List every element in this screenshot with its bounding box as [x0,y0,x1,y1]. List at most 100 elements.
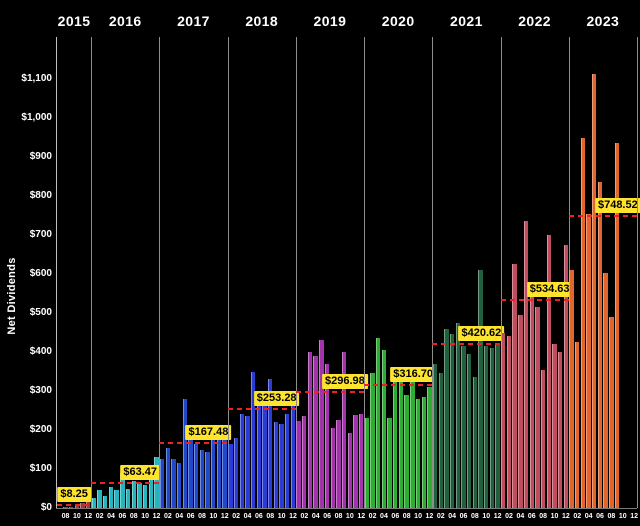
avg-line-2022 [500,298,569,301]
x-tick-label: 04 [243,513,252,520]
year-region-2022: $534.63 [500,37,573,508]
y-tick-label: $1,100 [21,73,52,84]
bar-2021-08 [472,377,478,508]
bar-2022-04 [518,314,523,508]
avg-line-2019 [295,391,365,394]
avg-value-label-2023: $748.52 [594,198,640,214]
bar-2019-11 [353,415,358,508]
bar-2023-07 [603,273,608,508]
year-divider [227,37,229,508]
y-axis-line [56,37,57,509]
bar-2016-11 [148,470,153,508]
x-tick-label: 06 [391,513,400,520]
bar-2019-09 [341,352,347,508]
year-divider [295,37,297,508]
bar-2020-06 [393,375,398,508]
bar-2017-03 [171,459,176,508]
bar-2023-06 [597,182,603,508]
x-tick-label: 02 [436,513,445,520]
x-tick-label: 08 [129,513,138,520]
bar-2020-10 [415,398,421,508]
bar-2022-07 [535,307,540,508]
x-tick-label: 10 [618,513,627,520]
bar-2017-01 [159,459,165,508]
bar-2017-05 [182,398,188,508]
x-tick-label: 04 [448,513,457,520]
x-tick-label: 12 [630,513,639,520]
bar-2017-09 [205,452,210,508]
avg-line-2020 [364,383,433,386]
bar-2018-11 [285,414,290,508]
year-region-2023: $748.52 [568,37,640,508]
bar-2023-08 [609,316,614,508]
avg-value-label-2017: $167.48 [185,424,232,440]
bar-2023-02 [575,342,580,508]
x-tick-label: 10 [414,513,422,520]
x-tick-label: 10 [72,513,81,520]
x-tick-label: 12 [220,513,229,520]
year-label-2019: 2019 [313,13,347,29]
x-tick-label: 10 [550,513,559,520]
bar-2019-01 [296,421,301,508]
bar-2017-11 [216,435,222,508]
bar-2021-02 [438,373,443,508]
bar-2019-06 [324,363,330,508]
bar-2018-05 [250,371,256,508]
year-divider [432,37,434,508]
bar-2023-03 [580,137,586,508]
x-axis-line [56,508,637,509]
x-tick-label: 12 [152,513,161,520]
year-region-2020: $316.70 [364,37,437,508]
bar-2019-04 [313,355,318,508]
bar-2016-08 [131,480,136,508]
bar-2018-06 [256,394,261,508]
bar-2021-11 [489,348,495,508]
bar-2018-12 [290,400,296,508]
x-tick-label: 08 [402,513,411,520]
x-tick-label: 02 [368,513,377,520]
year-region-2019: $296.98 [295,37,368,508]
bar-2017-08 [199,450,205,508]
bar-2019-05 [319,340,324,508]
y-tick-label: $0 [40,502,52,513]
x-tick-label: 12 [357,513,366,520]
bar-2017-12 [222,428,227,508]
bar-2016-06 [120,472,125,508]
bar-2022-05 [523,221,529,508]
bar-2016-07 [125,488,131,508]
avg-value-label-2022: $534.63 [526,281,573,297]
bar-2018-09 [273,422,279,508]
avg-line-2016 [91,482,160,485]
bar-2022-11 [557,352,563,508]
x-tick-label: 06 [596,513,604,520]
y-tick-label: $1,000 [21,112,52,123]
bar-2021-12 [495,344,500,508]
avg-line-2021 [432,343,501,345]
x-tick-label: 02 [505,513,513,520]
bar-2016-01 [91,498,97,508]
year-region-2021: $420.62 [432,37,505,508]
y-tick-label: $200 [29,424,52,435]
bar-2023-01 [569,270,574,508]
x-tick-label: 10 [277,513,286,520]
avg-value-label-2020: $316.70 [390,366,437,382]
year-label-2022: 2022 [518,13,551,29]
bar-2017-07 [194,443,199,508]
bar-2021-10 [484,346,489,508]
bar-2021-01 [432,363,438,508]
year-label-2023: 2023 [586,13,620,29]
bar-2020-05 [387,418,392,508]
bar-2020-01 [364,418,370,508]
x-tick-label: 02 [163,513,172,520]
avg-line-2023 [568,215,637,218]
x-tick-label: 02 [232,513,240,520]
bar-2020-04 [381,350,387,508]
bar-2021-09 [478,270,483,508]
bar-2019-10 [347,433,352,508]
x-tick-label: 10 [482,513,491,520]
bar-2017-02 [165,447,170,508]
avg-line-2015 [57,503,92,506]
bar-2018-02 [233,437,239,508]
